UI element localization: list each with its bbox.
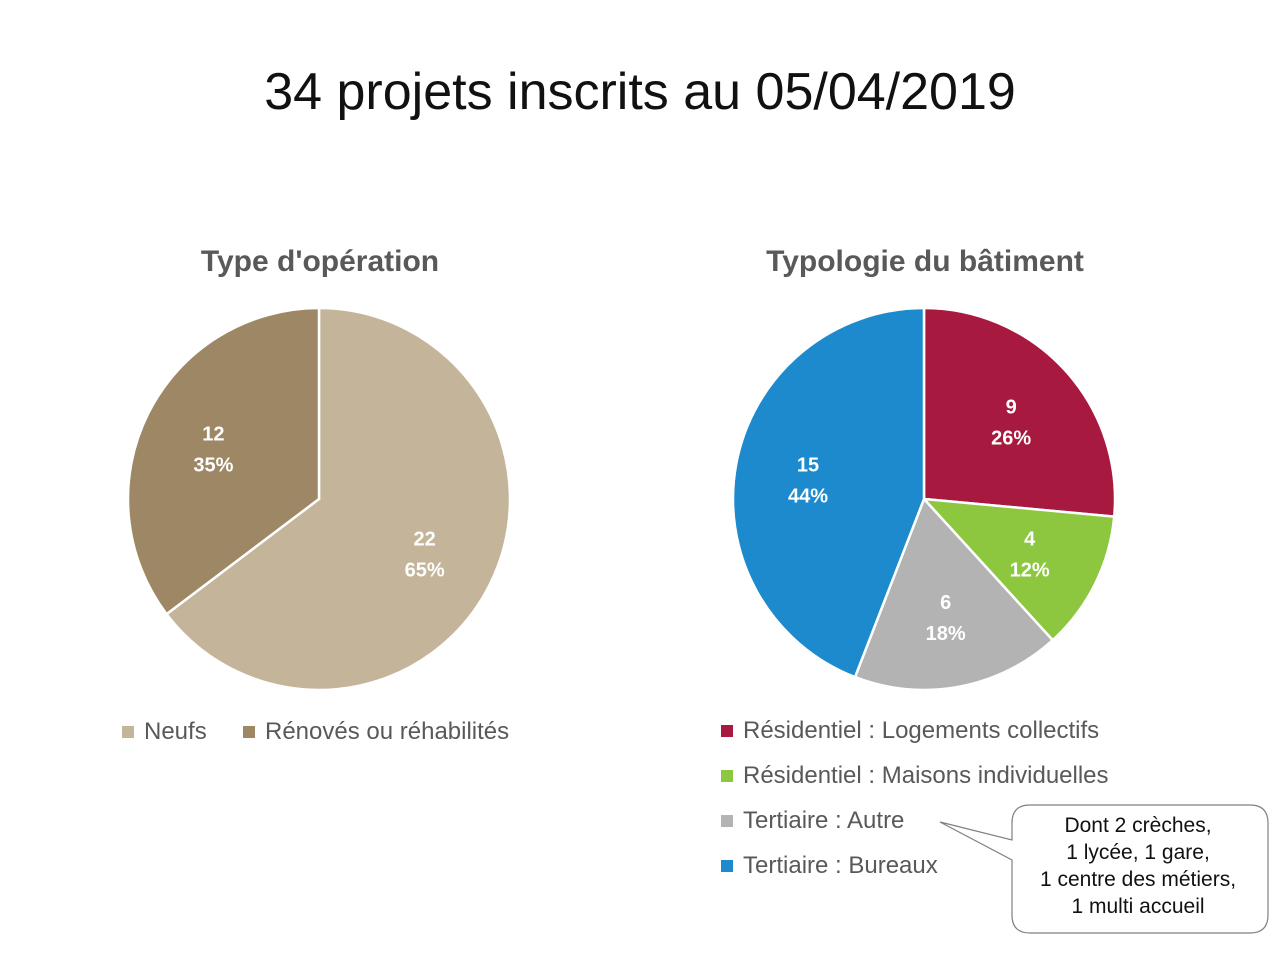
typologie-slice-3 — [731, 306, 926, 679]
operation-value-label-0: 22 — [414, 529, 436, 551]
legend-label: Résidentiel : Logements collectifs — [743, 717, 1100, 744]
typologie-percent-label-3: 44% — [788, 485, 828, 507]
legend-label: Tertiaire : Autre — [743, 807, 905, 834]
legend-item-neufs: Neufs — [122, 718, 207, 746]
legend-swatch — [721, 725, 733, 737]
legend-swatch — [122, 726, 134, 738]
operation-percent-label-1: 35% — [193, 454, 233, 476]
legend-swatch — [721, 770, 733, 782]
chart-title-typologie: Typologie du bâtiment — [766, 245, 1084, 278]
typologie-value-label-2: 6 — [940, 592, 951, 614]
callout-line: 1 multi accueil — [1071, 895, 1205, 918]
legend-swatch — [243, 726, 255, 738]
legend-item-logements-collectifs: Résidentiel : Logements collectifs — [721, 717, 1099, 745]
legend-label: Rénovés ou réhabilités — [265, 718, 510, 745]
callout-bubble — [939, 804, 1269, 934]
typologie-value-label-0: 9 — [1006, 397, 1017, 419]
operation-percent-label-0: 65% — [405, 560, 445, 582]
pie-chart-operation: 22 65% 12 35% — [126, 306, 512, 692]
typologie-value-label-3: 15 — [797, 454, 819, 476]
chart-title-operation: Type d'opération — [200, 245, 440, 278]
pie-chart-typologie: 9 26% 4 12% 6 18% 15 44% — [731, 306, 1117, 692]
callout-line: Dont 2 crèches, — [1064, 814, 1212, 837]
operation-slice-1 — [126, 306, 321, 616]
typologie-slice-0 — [922, 306, 1117, 518]
legend-label: Résidentiel : Maisons individuelles — [743, 762, 1109, 789]
legend-label: Neufs — [144, 718, 207, 745]
legend-item-maisons-individuelles: Résidentiel : Maisons individuelles — [721, 762, 1109, 790]
legend-item-renoves: Rénovés ou réhabilités — [243, 718, 509, 746]
typologie-slice-1 — [920, 497, 1116, 642]
legend-swatch — [721, 860, 733, 872]
typologie-percent-label-0: 26% — [991, 428, 1031, 450]
operation-value-label-1: 12 — [202, 423, 224, 445]
page-title: 34 projets inscrits au 05/04/2019 — [264, 63, 1016, 121]
callout-line: 1 lycée, 1 gare, — [1066, 841, 1210, 864]
legend-swatch — [721, 815, 733, 827]
typologie-slice-2 — [853, 496, 1055, 692]
typologie-percent-label-2: 18% — [926, 623, 966, 645]
callout-line: 1 centre des métiers, — [1039, 868, 1237, 891]
legend-label: Tertiaire : Bureaux — [743, 852, 938, 879]
legend-item-tertiaire-bureaux: Tertiaire : Bureaux — [721, 852, 938, 880]
operation-slice-0 — [164, 306, 512, 692]
legend-item-tertiaire-autre: Tertiaire : Autre — [721, 807, 904, 835]
typologie-value-label-1: 4 — [1024, 529, 1036, 551]
typologie-percent-label-1: 12% — [1010, 560, 1050, 582]
callout-text: Dont 2 crèches, 1 lycée, 1 gare, 1 centr… — [1012, 812, 1264, 920]
